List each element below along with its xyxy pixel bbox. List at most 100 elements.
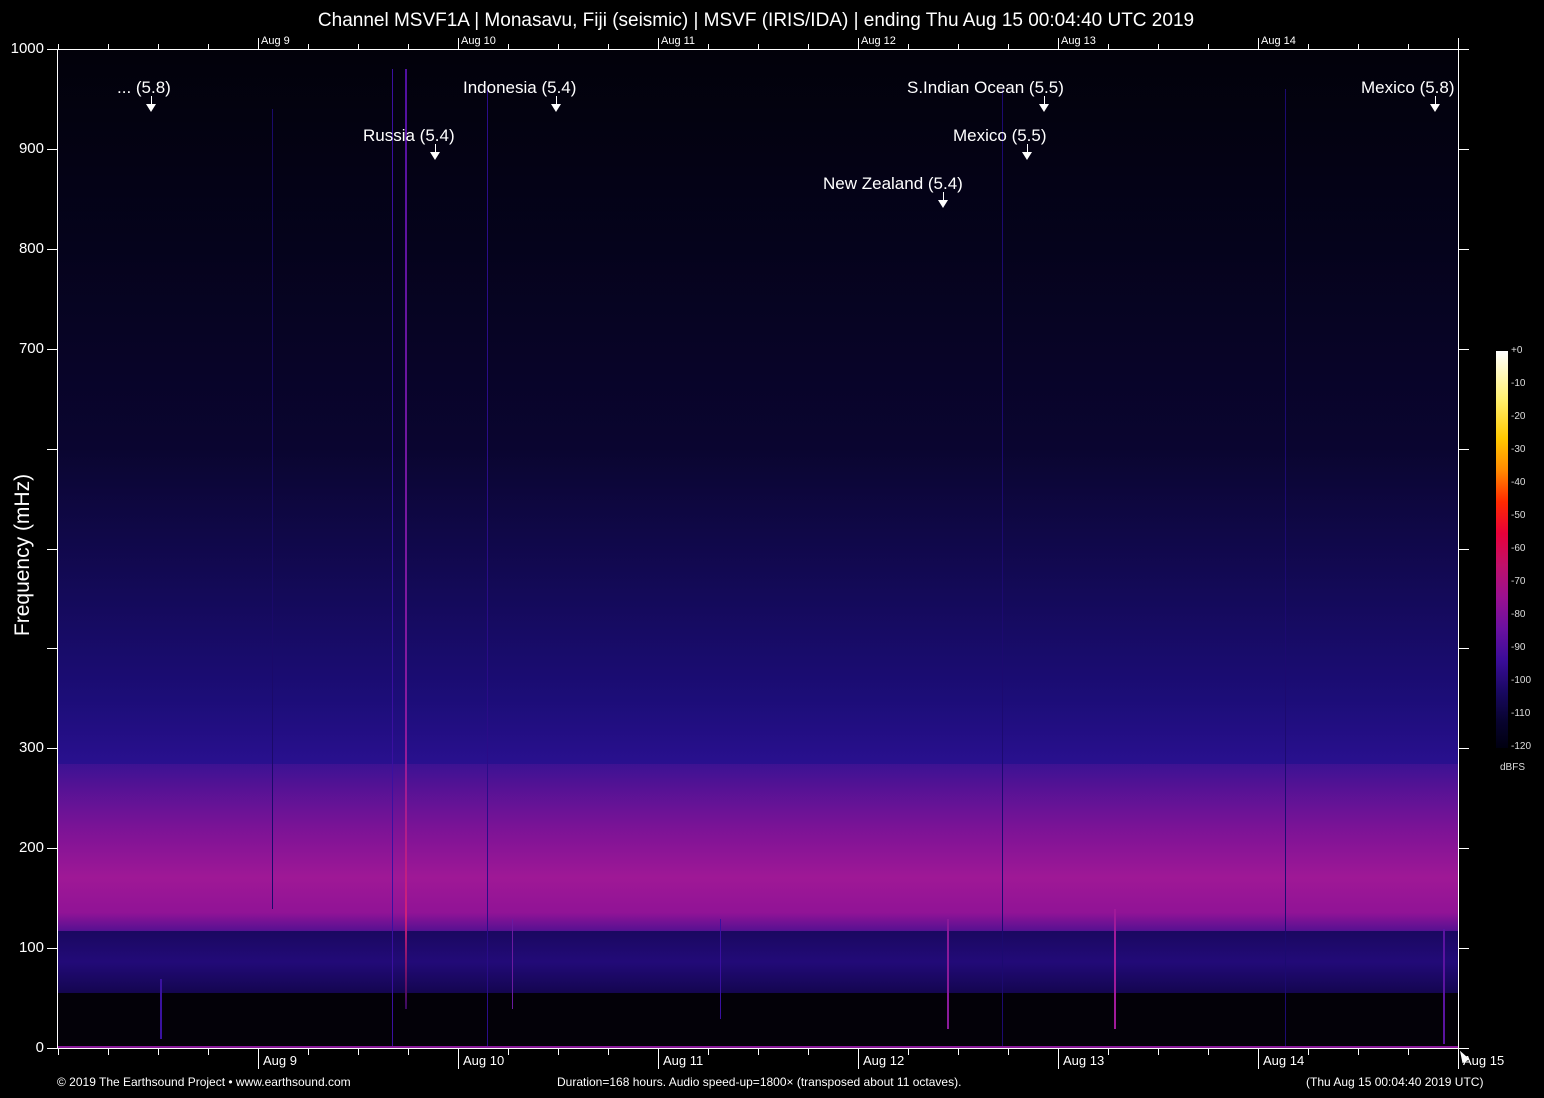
x-tick-top bbox=[408, 44, 409, 49]
quake-arrow-stem bbox=[151, 96, 152, 104]
x-tick-top bbox=[308, 44, 309, 49]
microseism-band bbox=[57, 764, 1458, 939]
x-day-label-bottom: Aug 10 bbox=[463, 1053, 505, 1068]
spectrogram-plot bbox=[57, 49, 1458, 1048]
y-tick-label: 300 bbox=[18, 739, 44, 756]
x-tick-top bbox=[808, 44, 809, 49]
x-tick-top bbox=[558, 44, 559, 49]
y-tick-right bbox=[1458, 149, 1469, 150]
quake-label: ... (5.8) bbox=[117, 78, 171, 97]
x-tick-top bbox=[1158, 44, 1159, 49]
x-tick-top bbox=[58, 44, 59, 49]
y-tick-left bbox=[47, 1048, 57, 1049]
quake-arrow-icon bbox=[430, 152, 440, 160]
chart-title: Channel MSVF1A | Monasavu, Fiji (seismic… bbox=[317, 10, 1195, 31]
quake-arrow-stem bbox=[556, 96, 557, 104]
colorbar-tick-label: -120 bbox=[1511, 741, 1532, 752]
quake-arrow-icon bbox=[1430, 104, 1440, 112]
x-tick-top bbox=[358, 44, 359, 49]
x-day-label-top: Aug 10 bbox=[461, 35, 496, 47]
y-tick-right bbox=[1458, 648, 1469, 649]
x-tick-top bbox=[958, 44, 959, 49]
x-tick-bottom bbox=[908, 1049, 909, 1055]
y-tick-right bbox=[1458, 49, 1469, 50]
x-tick-top bbox=[1108, 44, 1109, 49]
plot-frame-left bbox=[57, 49, 58, 1049]
plot-frame-top bbox=[47, 49, 1469, 50]
quake-arrow-stem bbox=[1435, 96, 1436, 104]
plot-frame-right bbox=[1458, 40, 1459, 1069]
x-day-label-bottom: Aug 14 bbox=[1263, 1053, 1305, 1068]
y-tick-label: 100 bbox=[18, 939, 44, 956]
x-tick-bottom bbox=[1358, 1049, 1359, 1055]
x-tick-bottom bbox=[58, 1049, 59, 1055]
x-tick-bottom bbox=[1408, 1049, 1409, 1055]
x-tick-top bbox=[708, 44, 709, 49]
x-tick-top bbox=[1208, 44, 1209, 49]
y-tick-right bbox=[1458, 449, 1469, 450]
x-tick-bottom bbox=[1008, 1049, 1009, 1055]
y-tick-left bbox=[47, 249, 57, 250]
y-axis-title: Frequency (mHz) bbox=[11, 473, 34, 637]
event-streak bbox=[272, 109, 273, 909]
x-tick-bottom bbox=[758, 1049, 759, 1055]
footer-copyright: © 2019 The Earthsound Project • www.eart… bbox=[57, 1075, 351, 1089]
russia-event-streak bbox=[405, 69, 407, 1009]
y-tick-right bbox=[1458, 848, 1469, 849]
x-tick-bottom bbox=[458, 1049, 459, 1069]
event-streak bbox=[1285, 89, 1286, 1048]
event-streak bbox=[1002, 89, 1003, 1048]
colorbar-tick-label: +0 bbox=[1511, 345, 1523, 356]
x-tick-top bbox=[1308, 44, 1309, 49]
x-tick-bottom bbox=[1158, 1049, 1159, 1055]
event-streak bbox=[160, 979, 162, 1039]
y-tick-right bbox=[1458, 748, 1469, 749]
x-tick-top bbox=[158, 44, 159, 49]
quake-arrow-stem bbox=[943, 192, 944, 200]
x-tick-top bbox=[108, 44, 109, 49]
quake-label: Mexico (5.5) bbox=[953, 126, 1047, 145]
x-day-label-top: Aug 14 bbox=[1261, 35, 1296, 47]
footer-info: Duration=168 hours. Audio speed-up=1800×… bbox=[557, 1075, 962, 1089]
event-streak bbox=[512, 919, 513, 1009]
x-tick-bottom bbox=[1208, 1049, 1209, 1055]
colorbar-unit: dBFS bbox=[1500, 762, 1526, 773]
x-tick-bottom bbox=[1058, 1049, 1059, 1069]
colorbar-tick-label: -10 bbox=[1511, 378, 1526, 389]
quake-arrow-icon bbox=[146, 104, 156, 112]
quake-arrow-icon bbox=[1039, 104, 1049, 112]
x-tick-bottom bbox=[858, 1049, 859, 1069]
x-tick-bottom bbox=[658, 1049, 659, 1069]
x-day-label-top: Aug 9 bbox=[261, 35, 290, 47]
x-tick-top bbox=[658, 38, 659, 49]
x-tick-bottom bbox=[208, 1049, 209, 1055]
event-streak bbox=[947, 919, 949, 1029]
y-tick-left bbox=[47, 748, 57, 749]
quake-arrow-icon bbox=[938, 200, 948, 208]
event-streak bbox=[1443, 929, 1445, 1044]
x-tick-bottom bbox=[158, 1049, 159, 1055]
x-tick-bottom bbox=[1258, 1049, 1259, 1069]
x-tick-bottom bbox=[958, 1049, 959, 1055]
y-tick-left bbox=[47, 648, 57, 649]
x-tick-bottom bbox=[1108, 1049, 1109, 1055]
x-tick-bottom bbox=[358, 1049, 359, 1055]
x-tick-bottom bbox=[558, 1049, 559, 1055]
x-day-label-bottom: Aug 9 bbox=[263, 1053, 297, 1068]
y-tick-left bbox=[47, 449, 57, 450]
y-tick-label: 0 bbox=[35, 1039, 44, 1056]
x-tick-bottom bbox=[508, 1049, 509, 1055]
y-tick-left bbox=[47, 848, 57, 849]
quake-arrow-stem bbox=[435, 144, 436, 152]
quake-arrow-icon bbox=[1022, 152, 1032, 160]
x-tick-top bbox=[458, 38, 459, 49]
x-tick-bottom bbox=[1458, 1049, 1459, 1069]
y-tick-right bbox=[1458, 349, 1469, 350]
colorbar-tick-label: -40 bbox=[1511, 477, 1526, 488]
y-tick-label: 900 bbox=[18, 140, 44, 157]
y-tick-left bbox=[47, 149, 57, 150]
x-tick-top bbox=[758, 44, 759, 49]
colorbar bbox=[1496, 351, 1508, 748]
colorbar-tick-label: -60 bbox=[1511, 543, 1526, 554]
x-tick-bottom bbox=[808, 1049, 809, 1055]
